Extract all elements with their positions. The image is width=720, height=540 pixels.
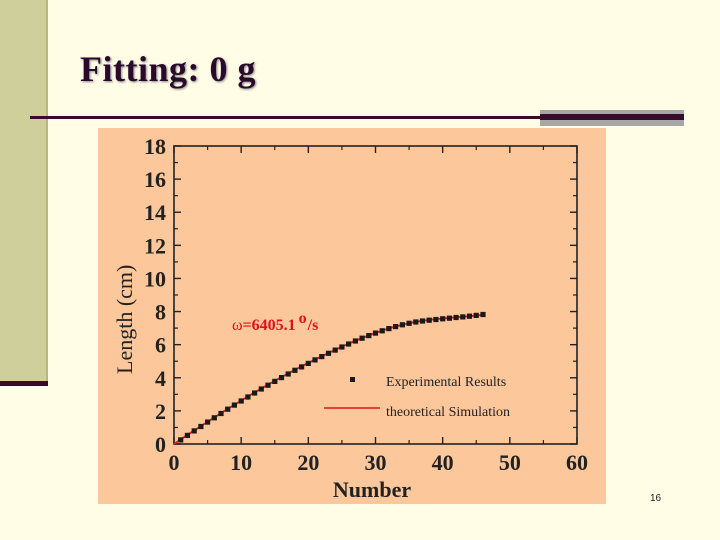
experimental-point [480,311,486,318]
experimental-point [426,317,432,323]
y-tick-label: 18 [144,134,166,159]
x-tick-label: 60 [566,450,588,475]
x-tick-label: 50 [499,450,521,475]
x-tick-label: 30 [365,450,387,475]
experimental-point [366,333,372,339]
experimental-point [198,423,204,430]
experimental-point [419,318,426,324]
experimental-series [178,311,486,443]
y-tick-label: 16 [144,167,166,192]
experimental-point [191,428,197,434]
experimental-point [473,312,479,318]
experimental-point [453,314,459,321]
x-axis-label: Number [333,477,411,502]
experimental-point [332,347,338,353]
x-tick-label: 10 [230,450,252,475]
experimental-point [218,410,224,417]
experimental-point [379,328,385,334]
y-tick-label: 0 [155,432,166,457]
tick-marks [173,145,578,445]
sidebar-band [0,0,48,384]
experimental-point [406,320,412,326]
experimental-point [466,313,473,319]
experimental-point [258,386,264,392]
experimental-point [460,314,466,320]
experimental-point [446,315,452,321]
x-tick-labels: 0 10 20 30 40 50 60 [169,450,589,475]
experimental-point [413,319,419,325]
page-number: 16 [650,493,662,504]
y-tick-label: 6 [155,333,166,358]
experimental-point [393,324,399,330]
omega-unit-sup: o [299,310,307,327]
y-tick-label: 14 [144,200,166,225]
slide-title: Fitting: 0 g [80,49,256,89]
experimental-point [225,406,231,412]
experimental-point [272,378,278,384]
chart-svg: 0 2 4 6 8 10 12 14 16 18 0 10 20 30 40 50 60 Number Len… [98,128,606,504]
experimental-point [346,341,352,347]
x-tick-label: 0 [169,450,180,475]
x-tick-label: 40 [432,450,454,475]
experimental-point [386,326,392,332]
experimental-point [399,322,405,328]
y-axis-label-group: Length (cm) [112,265,137,374]
experimental-point [245,394,251,400]
title-rule [30,116,682,119]
y-axis-label: Length (cm) [112,265,137,374]
legend-experimental-marker [350,377,355,382]
experimental-point [292,367,298,373]
experimental-point [319,354,325,360]
x-tick-label: 20 [297,450,319,475]
experimental-point [299,364,305,370]
experimental-point [285,371,291,377]
y-tick-label: 10 [144,266,166,291]
experimental-point [205,419,211,425]
sidebar-base-line [0,381,48,386]
y-tick-label: 2 [155,399,166,424]
chart-figure: 0 2 4 6 8 10 12 14 16 18 0 10 20 30 40 50 60 Number Len… [98,128,606,504]
omega-unit: /s [307,317,319,334]
y-tick-labels: 0 2 4 6 8 10 12 14 16 18 [144,134,166,457]
legend-simulation-label: theoretical Simulation [386,405,510,420]
title-rule-accent-dark [540,114,684,120]
experimental-point [265,382,271,388]
omega-annotation: ω=6405.1 o/s [232,310,318,334]
experimental-point [359,335,365,341]
experimental-point [231,402,237,408]
experimental-point [211,415,217,421]
experimental-point [372,330,379,336]
legend-experimental-label: Experimental Results [386,375,506,390]
experimental-point [440,316,446,322]
experimental-point [305,360,311,366]
omega-value: =6405.1 [243,317,296,334]
experimental-point [238,398,244,404]
experimental-point [325,350,332,356]
omega-symbol: ω [232,317,243,334]
experimental-point [433,316,439,323]
experimental-point [312,357,318,363]
experimental-point [252,390,258,396]
experimental-point [184,432,190,438]
legend: Experimental Results theoretical Simulat… [324,375,510,420]
y-tick-label: 4 [155,366,166,391]
y-tick-label: 12 [144,233,166,258]
experimental-point [339,344,345,350]
experimental-point [352,338,358,344]
experimental-point [178,437,184,443]
experimental-point [278,375,285,381]
y-tick-label: 8 [155,300,166,325]
